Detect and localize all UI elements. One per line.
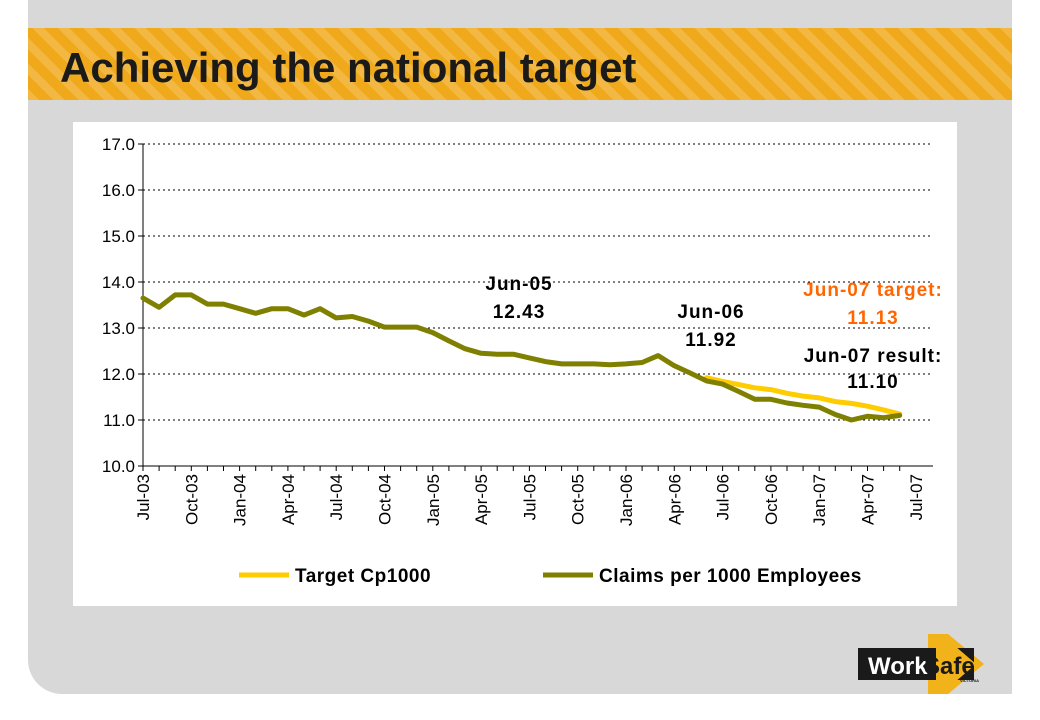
x-tick-label: Apr-06 bbox=[665, 474, 684, 525]
series-line-target bbox=[704, 375, 903, 417]
grid-lines bbox=[143, 143, 933, 421]
worksafe-logo: Work Safe VICTORIA bbox=[858, 634, 984, 694]
x-tick-label: Jul-06 bbox=[714, 474, 733, 520]
legend-label-claims: Claims per 1000 Employees bbox=[599, 566, 862, 587]
annotation-jun07-target-value: 11.13 bbox=[847, 308, 899, 329]
chart-panel: 10.0 11.0 12.0 13.0 14.0 15.0 16.0 17.0 Jul-03 O… bbox=[73, 122, 957, 606]
x-axis-ticks: Jul-03 Oct-03 Jan-04 Apr-04 Jul-04 Oct-04 Jan-… bbox=[134, 474, 926, 526]
annotation-jun05-value: 12.43 bbox=[493, 302, 546, 323]
title-band-stripes bbox=[28, 28, 1012, 100]
x-tick-label: Jul-05 bbox=[520, 474, 539, 520]
x-tick-label: Jan-06 bbox=[617, 474, 636, 526]
page-title: Achieving the national target bbox=[60, 44, 637, 91]
annotation-jun06-value: 11.92 bbox=[685, 330, 737, 351]
x-tick-label: Jul-03 bbox=[134, 474, 153, 520]
logo-text-safe: Safe bbox=[924, 653, 975, 680]
y-tick-label: 17.0 bbox=[102, 135, 135, 154]
y-tick-label: 16.0 bbox=[102, 181, 135, 200]
x-tick-label: Oct-05 bbox=[569, 474, 588, 525]
y-tick-label: 11.0 bbox=[103, 411, 135, 430]
logo-text-work: Work bbox=[868, 653, 928, 680]
x-tick-label: Oct-03 bbox=[182, 474, 201, 525]
y-tick-label: 14.0 bbox=[102, 273, 135, 292]
series-lines bbox=[140, 292, 903, 423]
x-tick-label: Apr-05 bbox=[472, 474, 491, 525]
y-tick-label: 13.0 bbox=[102, 319, 135, 338]
x-tick-label: Apr-07 bbox=[859, 474, 878, 525]
annotation-jun05-label: Jun-05 bbox=[485, 274, 552, 295]
series-line-claims bbox=[140, 292, 903, 423]
annotation-jun06-label: Jun-06 bbox=[677, 302, 744, 323]
annotations: Jun-05 12.43 Jun-06 11.92 Jun-07 target:… bbox=[485, 274, 943, 393]
x-tick-label: Jan-05 bbox=[424, 474, 443, 526]
x-tick-label: Jan-04 bbox=[231, 474, 250, 526]
line-chart: 10.0 11.0 12.0 13.0 14.0 15.0 16.0 17.0 Jul-03 O… bbox=[102, 135, 943, 587]
x-tick-label: Apr-04 bbox=[279, 474, 298, 525]
annotation-jun07-result-value: 11.10 bbox=[847, 372, 899, 393]
x-tick-label: Jan-07 bbox=[810, 474, 829, 526]
legend-label-target: Target Cp1000 bbox=[295, 566, 431, 587]
legend: Target Cp1000 Claims per 1000 Employees bbox=[239, 566, 862, 587]
y-tick-label: 15.0 bbox=[102, 227, 135, 246]
axes bbox=[138, 143, 933, 471]
x-tick-label: Oct-04 bbox=[376, 474, 395, 525]
y-tick-label: 10.0 bbox=[102, 457, 135, 476]
x-tick-label: Jul-04 bbox=[327, 474, 346, 520]
y-tick-label: 12.0 bbox=[102, 365, 135, 384]
x-tick-label: Oct-06 bbox=[762, 474, 781, 525]
x-tick-label: Jul-07 bbox=[907, 474, 926, 520]
logo-subtext: VICTORIA bbox=[960, 678, 979, 683]
annotation-jun07-result-label: Jun-07 result: bbox=[804, 346, 943, 367]
title-band bbox=[28, 28, 1012, 100]
annotation-jun07-target-label: Jun-07 target: bbox=[803, 280, 943, 301]
y-axis-ticks: 10.0 11.0 12.0 13.0 14.0 15.0 16.0 17.0 bbox=[102, 135, 135, 476]
